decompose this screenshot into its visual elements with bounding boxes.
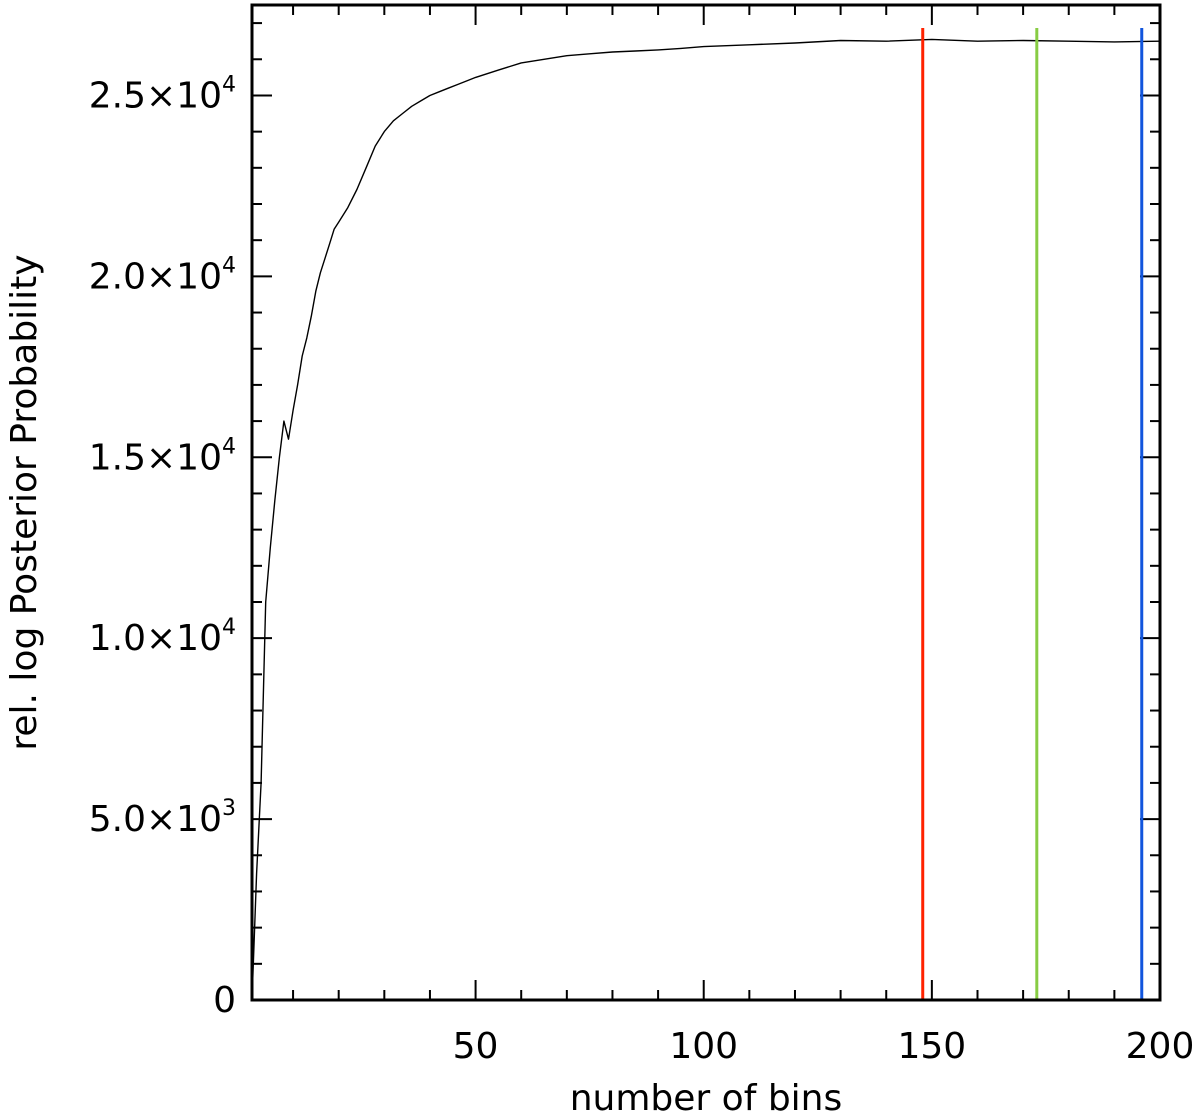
y-tick-mantissa: 1.0×10 xyxy=(89,618,222,659)
x-tick-label: 100 xyxy=(669,1026,738,1067)
series-layer xyxy=(251,38,1161,1001)
y-tick-mantissa: 0 xyxy=(213,980,236,1021)
y-tick-label: 0 xyxy=(213,980,236,1021)
marker-lines xyxy=(921,28,1144,1000)
y-tick-mantissa: 1.5×10 xyxy=(89,437,222,478)
x-tick-label: 200 xyxy=(1126,1026,1195,1067)
y-tick-mantissa: 2.0×10 xyxy=(89,256,222,297)
series-line xyxy=(251,38,1161,1001)
tick-labels: 50 100 150 20005.0×1031.0×1041.5×1042.0×104… xyxy=(89,72,1195,1067)
y-tick-exponent: 4 xyxy=(222,253,236,278)
plot-frame xyxy=(250,3,1162,1002)
y-tick-exponent: 4 xyxy=(222,72,236,97)
y-tick-mantissa: 2.5×10 xyxy=(89,75,222,116)
y-tick-mantissa: 5.0×10 xyxy=(89,799,222,840)
y-tick-exponent: 3 xyxy=(222,796,236,821)
x-tick-label: 50 xyxy=(453,1026,499,1067)
x-tick-label: 150 xyxy=(897,1026,966,1067)
tick-marks xyxy=(252,5,1161,1001)
y-tick-label: 2.5×104 xyxy=(89,72,236,116)
y-tick-label: 1.5×104 xyxy=(89,434,236,478)
y-tick-exponent: 4 xyxy=(222,434,236,459)
y-tick-label: 2.0×104 xyxy=(89,253,236,297)
y-tick-exponent: 4 xyxy=(222,615,236,640)
y-tick-label: 5.0×103 xyxy=(89,796,236,840)
y-tick-label: 1.0×104 xyxy=(89,615,236,659)
x-axis-label: number of bins xyxy=(570,1078,843,1119)
y-axis-label: rel. log Posterior Probability xyxy=(4,254,45,750)
